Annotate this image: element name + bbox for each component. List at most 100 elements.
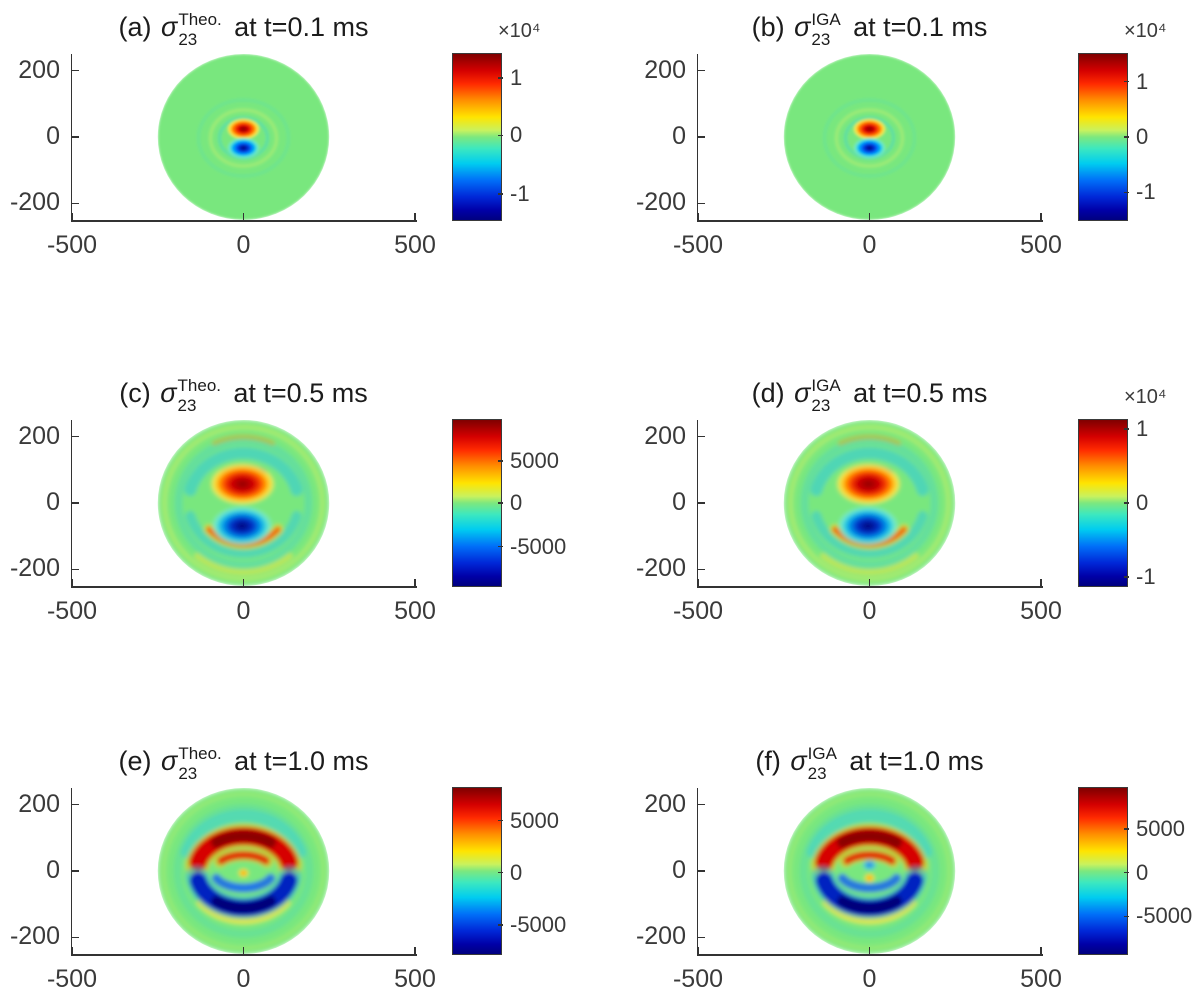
- colorbar-tick-label: 1: [1136, 68, 1149, 94]
- subplot-title: (e) σ Theo. 23 at t=1.0 ms: [57, 738, 430, 784]
- colorbar-tick-label: 0: [1136, 490, 1149, 515]
- title-sigma-symbol: σ: [160, 377, 177, 408]
- x-tick-label: 0: [236, 597, 251, 625]
- title-prefix: (c): [119, 377, 159, 408]
- y-axis-line: [70, 420, 72, 588]
- subplot-title: (c) σ Theo. 23 at t=0.5 ms: [57, 370, 430, 416]
- colorbar: 5000 0 -5000: [452, 787, 566, 955]
- y-tick-label: 200: [18, 789, 60, 818]
- x-tick-mark: [71, 213, 73, 220]
- colorbar-tick-label: 0: [1136, 859, 1149, 885]
- colorbar-tick-mark: [1124, 428, 1129, 430]
- colorbar-tick-label: -5000: [1136, 903, 1193, 929]
- x-tick-mark: [868, 213, 871, 220]
- colorbar-exponent-label: ×10⁴: [1124, 20, 1167, 42]
- x-tick-mark: [414, 213, 416, 220]
- subplot-f: (f) σ IGA 23 at t=1.0 ms 200 0 -200 -500 0 500 …: [636, 745, 1192, 994]
- title-prefix: (b): [751, 11, 793, 42]
- colorbar: ×10⁴ 1 0 -1: [1078, 20, 1167, 221]
- title-prefix: (f): [755, 745, 789, 776]
- stress-field-heatmap: [157, 420, 330, 586]
- y-axis-line: [70, 54, 72, 222]
- colorbar-gradient: [452, 53, 502, 221]
- title-sub-sup-stack: Theo. 23: [178, 377, 221, 414]
- y-tick-mark: [698, 936, 705, 939]
- colorbar-tick-label: -1: [510, 181, 530, 207]
- x-axis-line: [70, 220, 417, 222]
- x-tick-label: 0: [862, 965, 877, 993]
- plot-area: 200 0 -200 -500 0 500: [10, 420, 436, 625]
- title-subscript: 23: [807, 763, 827, 783]
- y-tick-label: 0: [46, 122, 60, 150]
- title-subscript: 23: [811, 29, 831, 49]
- stress-field-heatmap: [783, 420, 956, 586]
- y-axis-line: [696, 788, 698, 956]
- y-tick-mark: [72, 69, 79, 72]
- title-sigma-symbol: σ: [794, 11, 811, 42]
- colorbar-exponent-label: ×10⁴: [1124, 386, 1167, 408]
- title-prefix: (d): [751, 377, 793, 408]
- colorbar-tick-label: 1: [1136, 416, 1149, 442]
- x-tick-label: 0: [862, 231, 877, 259]
- y-tick-mark: [698, 136, 705, 138]
- y-tick-mark: [698, 803, 705, 806]
- y-tick-label: 0: [46, 488, 60, 516]
- y-tick-label: 0: [46, 856, 60, 884]
- title-superscript: Theo.: [177, 375, 222, 395]
- title-sigma-symbol: σ: [794, 377, 811, 408]
- subplot-c: (c) σ Theo. 23 at t=0.5 ms 200 0 -200 -500 0 50…: [10, 377, 566, 626]
- title-prefix: (e): [118, 745, 160, 776]
- x-tick-mark: [242, 213, 245, 220]
- y-axis-line: [70, 788, 72, 956]
- stress-field-heatmap: [157, 788, 330, 954]
- colorbar: ×10⁴ 1 0 -1: [452, 20, 541, 221]
- y-tick-mark: [72, 435, 79, 438]
- title-superscript: IGA: [807, 743, 837, 763]
- y-tick-label: -200: [635, 554, 686, 583]
- colorbar-tick-label: 1: [510, 65, 523, 91]
- x-tick-mark: [868, 947, 871, 954]
- colorbar-tick-mark: [1124, 191, 1129, 194]
- x-tick-mark: [71, 579, 73, 586]
- x-tick-label: -500: [672, 231, 724, 259]
- x-tick-label: 0: [862, 597, 877, 625]
- y-tick-label: -200: [9, 188, 60, 217]
- title-suffix: at t=0.1 ms: [845, 11, 988, 42]
- plot-area: 200 0 -200 -500 0 500: [10, 54, 436, 259]
- x-tick-mark: [697, 947, 699, 954]
- colorbar-tick-label: 5000: [1136, 816, 1185, 841]
- colorbar-tick-mark: [498, 545, 503, 548]
- title-sub-sup-stack: IGA 23: [811, 377, 840, 414]
- x-tick-label: -500: [46, 231, 98, 259]
- x-tick-label: 500: [394, 597, 436, 625]
- colorbar-tick-label: 5000: [510, 448, 559, 473]
- x-tick-mark: [697, 213, 699, 220]
- x-axis-line: [70, 586, 417, 588]
- x-tick-mark: [697, 579, 699, 586]
- plot-area: 200 0 -200 -500 0 500: [636, 420, 1062, 625]
- x-axis-line: [70, 954, 417, 956]
- y-tick-mark: [698, 502, 705, 504]
- x-tick-label: 500: [1020, 231, 1062, 259]
- y-tick-label: -200: [9, 922, 60, 951]
- title-sigma-symbol: σ: [161, 745, 178, 776]
- colorbar-tick-mark: [1124, 915, 1129, 918]
- colorbar-tick-mark: [1124, 80, 1129, 83]
- stress-field-heatmap: [157, 54, 330, 220]
- x-tick-label: 0: [236, 231, 251, 259]
- colorbar-tick-mark: [498, 134, 503, 137]
- colorbar: ×10⁴ 1 0 -1: [1078, 386, 1167, 589]
- y-tick-mark: [698, 435, 705, 438]
- y-tick-mark: [72, 136, 79, 138]
- y-tick-label: 200: [644, 789, 686, 818]
- title-suffix: at t=1.0 ms: [226, 745, 369, 776]
- colorbar-tick-label: -1: [1136, 563, 1156, 589]
- y-tick-label: 200: [644, 421, 686, 450]
- colorbar-tick-mark: [1124, 576, 1129, 578]
- colorbar-tick-mark: [498, 871, 503, 874]
- colorbar-tick-mark: [1124, 136, 1129, 138]
- y-tick-mark: [72, 202, 79, 205]
- stress-field-heatmap: [783, 54, 956, 220]
- y-tick-mark: [698, 870, 705, 872]
